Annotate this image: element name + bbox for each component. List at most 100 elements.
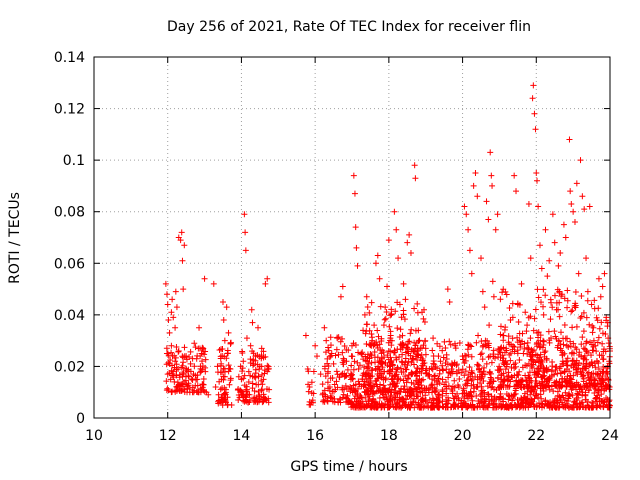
data-point (396, 333, 403, 340)
data-point (429, 376, 436, 383)
data-point (561, 295, 568, 302)
data-point (505, 369, 512, 376)
data-point (217, 386, 224, 393)
data-point (594, 402, 601, 409)
data-point (509, 300, 516, 307)
data-point (339, 349, 346, 356)
data-point (527, 391, 534, 398)
data-point (175, 347, 182, 354)
data-point (180, 286, 187, 293)
data-point (580, 345, 587, 352)
data-point (356, 381, 363, 388)
data-point (588, 373, 595, 380)
data-point (378, 403, 385, 410)
data-point (572, 361, 579, 368)
data-point (595, 389, 602, 396)
data-point (546, 386, 553, 393)
data-point (183, 353, 190, 360)
data-point (483, 198, 490, 205)
data-point (599, 283, 606, 290)
data-point (549, 304, 556, 311)
data-point (394, 325, 401, 332)
data-point (599, 378, 606, 385)
data-point (560, 221, 567, 228)
data-point (561, 376, 568, 383)
data-point (536, 242, 543, 249)
data-point (488, 384, 495, 391)
data-point (559, 382, 566, 389)
data-point (488, 172, 495, 179)
data-point (386, 323, 393, 330)
data-point (483, 360, 490, 367)
data-point (542, 348, 549, 355)
data-point (548, 299, 555, 306)
data-point (398, 358, 405, 365)
data-point (202, 368, 209, 375)
data-point (551, 328, 558, 335)
data-point (536, 400, 543, 407)
data-point (443, 355, 450, 362)
data-point (589, 399, 596, 406)
data-point (239, 368, 246, 375)
data-point (420, 342, 427, 349)
data-point (598, 352, 605, 359)
data-point (431, 361, 438, 368)
data-point (201, 351, 208, 358)
data-point (560, 335, 567, 342)
data-point (511, 172, 518, 179)
data-point (408, 359, 415, 366)
data-point (498, 403, 505, 410)
data-point (477, 380, 484, 387)
data-point (602, 331, 609, 338)
data-point (368, 299, 375, 306)
data-point (355, 378, 362, 385)
data-point (362, 353, 369, 360)
data-point (448, 360, 455, 367)
data-point (593, 403, 600, 410)
data-point (392, 308, 399, 315)
data-point (445, 369, 452, 376)
data-point (178, 364, 185, 371)
data-point (571, 399, 578, 406)
data-point (310, 368, 317, 375)
data-point (572, 304, 579, 311)
data-point (389, 366, 396, 373)
data-point (173, 384, 180, 391)
data-point (306, 384, 313, 391)
data-point (599, 340, 606, 347)
data-point (225, 329, 232, 336)
data-point (405, 372, 412, 379)
data-point (413, 377, 420, 384)
data-point (385, 404, 392, 411)
data-point (221, 337, 228, 344)
data-point (499, 357, 506, 364)
data-point (504, 384, 511, 391)
data-point (168, 389, 175, 396)
data-point (412, 348, 419, 355)
data-point (496, 363, 503, 370)
data-point (482, 337, 489, 344)
data-point (302, 332, 309, 339)
data-point (564, 287, 571, 294)
data-point (596, 395, 603, 402)
data-point (490, 293, 497, 300)
data-point (422, 392, 429, 399)
data-point (530, 82, 537, 89)
data-point (222, 386, 229, 393)
data-point (431, 388, 438, 395)
data-point (594, 370, 601, 377)
data-point (170, 314, 177, 321)
data-point (247, 342, 254, 349)
data-point (334, 335, 341, 342)
data-point (546, 377, 553, 384)
data-point (601, 270, 608, 277)
data-point (594, 339, 601, 346)
data-point (247, 372, 254, 379)
data-point (221, 390, 228, 397)
data-point (403, 344, 410, 351)
data-point (540, 286, 547, 293)
data-point (520, 350, 527, 357)
data-point (573, 357, 580, 364)
data-point (189, 355, 196, 362)
data-point (164, 385, 171, 392)
